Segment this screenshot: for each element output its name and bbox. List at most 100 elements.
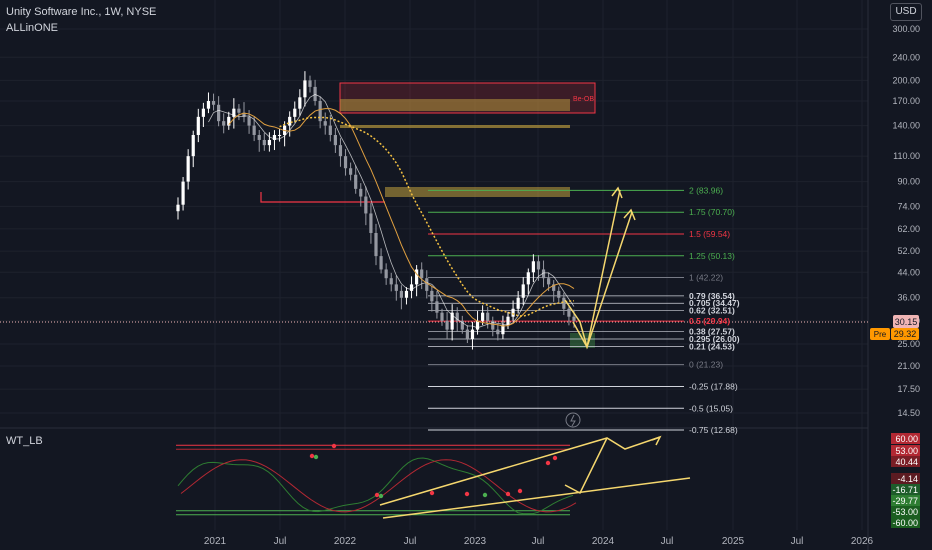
fib-label: 1.75 (70.70) [689,207,735,217]
fib-label: -0.5 (15.05) [689,403,733,413]
time-tick-label: 2025 [722,536,745,547]
osc-cross-dot [313,454,319,460]
price-axis[interactable]: 300.00 240.00 200.00 170.00 140.00 110.00 90.0… [870,24,920,528]
pre-price-tag [891,328,919,340]
candle [536,261,541,270]
time-tick-label: Jul [791,536,804,547]
price-tick-label: 36.00 [897,293,920,303]
candle [409,284,414,291]
osc-axis-tag [891,517,920,528]
candle [201,108,205,117]
candle [211,100,216,105]
zone-label: Be-OB [573,96,594,103]
candle [247,116,251,126]
candle [288,116,292,126]
wt1-line [177,457,574,515]
osc-axis-tag [891,484,920,495]
fib-label: 0.79 (36.54) [689,291,735,301]
time-tick-label: 2026 [851,536,874,547]
osc-axis-tag [891,506,920,517]
candle [440,312,444,321]
candle [323,121,327,126]
time-tick-label: Jul [404,536,417,547]
time-axis[interactable]: 2021 Jul 2022 Jul 2023 Jul 2024 Jul 2025 Jul 2026 [204,536,874,547]
last-price-text: 30.15 [895,317,918,327]
osc-cross-dot [331,443,337,449]
ma-fast-line [208,94,575,329]
candle [394,284,398,291]
wt2-line [180,459,577,513]
candle [486,312,490,321]
time-tick-label: 2022 [334,536,357,547]
price-tick-label: 110.00 [893,151,920,161]
candle [455,312,459,321]
fib-label: 0.38 (27.57) [689,327,735,337]
candle [303,80,307,98]
currency-button[interactable]: USD [890,3,922,21]
candle [338,145,343,157]
candle [298,97,302,109]
price-tick-label: 44.00 [897,267,920,277]
candles [176,71,576,350]
candle [430,290,434,302]
candle [343,156,348,169]
price-tick-label: 14.50 [897,408,920,418]
osc-cross-dot [374,492,380,498]
price-tick-label: 17.50 [897,384,920,394]
osc-axis-label: -16.71 [892,485,918,495]
osc-axis-label: -4.14 [897,474,918,484]
candle [420,269,424,279]
fib-label: -0.25 (17.88) [689,381,738,391]
candle [232,108,236,117]
time-tick-label: Jul [661,536,674,547]
candle [257,134,261,140]
osc-cross-dot [552,455,558,461]
chart-zones: Be-OB [0,82,868,348]
time-tick-label: 2021 [204,536,227,547]
candle [389,278,393,285]
candle [359,188,363,197]
candle [333,134,337,146]
candle [491,320,495,330]
candle [186,156,190,182]
candle [552,284,556,291]
candle [313,86,317,101]
arrow-head [611,186,623,199]
candle [293,108,297,117]
resistance-box [260,192,385,203]
supply-line [340,125,570,128]
fib-label: 1 (42.22) [689,273,723,283]
fib-label: 0.62 (32.51) [689,306,735,316]
candle [176,204,180,212]
osc-cross-dot [505,491,511,497]
osc-projection [564,437,608,495]
candle [521,284,525,298]
osc-cross-dot [482,492,488,498]
price-tick-label: 140.00 [892,121,920,131]
price-tick-label: 90.00 [897,177,920,187]
candle [272,134,277,140]
candle [379,256,383,270]
fib-label: 2 (83.96) [689,185,723,195]
fib-label: 0.295 (26.00) [689,334,740,344]
candle [318,100,322,122]
candle [526,272,530,285]
fib-label: 1.5 (59.54) [689,229,730,239]
replay-icon [565,412,581,428]
osc-axis-tag [891,495,920,506]
candle [369,213,373,233]
oscillator-pane [176,435,691,519]
candle [465,329,469,339]
candle [415,269,419,285]
osc-trendline-lower [382,477,691,519]
time-tick-label: 2024 [592,536,615,547]
osc-axis-label: -53.00 [892,507,918,517]
candle [531,261,535,273]
price-tick-label: 200.00 [892,75,920,85]
candle [227,116,231,126]
candle [450,312,454,330]
candle [399,290,403,298]
candle [277,134,282,136]
projection-arrows [564,186,636,428]
